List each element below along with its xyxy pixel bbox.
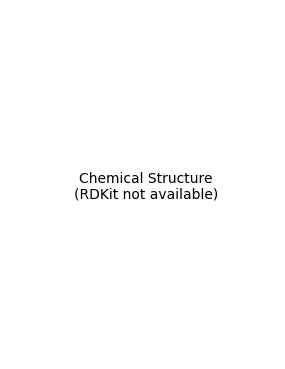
Text: Chemical Structure
(RDKit not available): Chemical Structure (RDKit not available) xyxy=(74,172,218,202)
